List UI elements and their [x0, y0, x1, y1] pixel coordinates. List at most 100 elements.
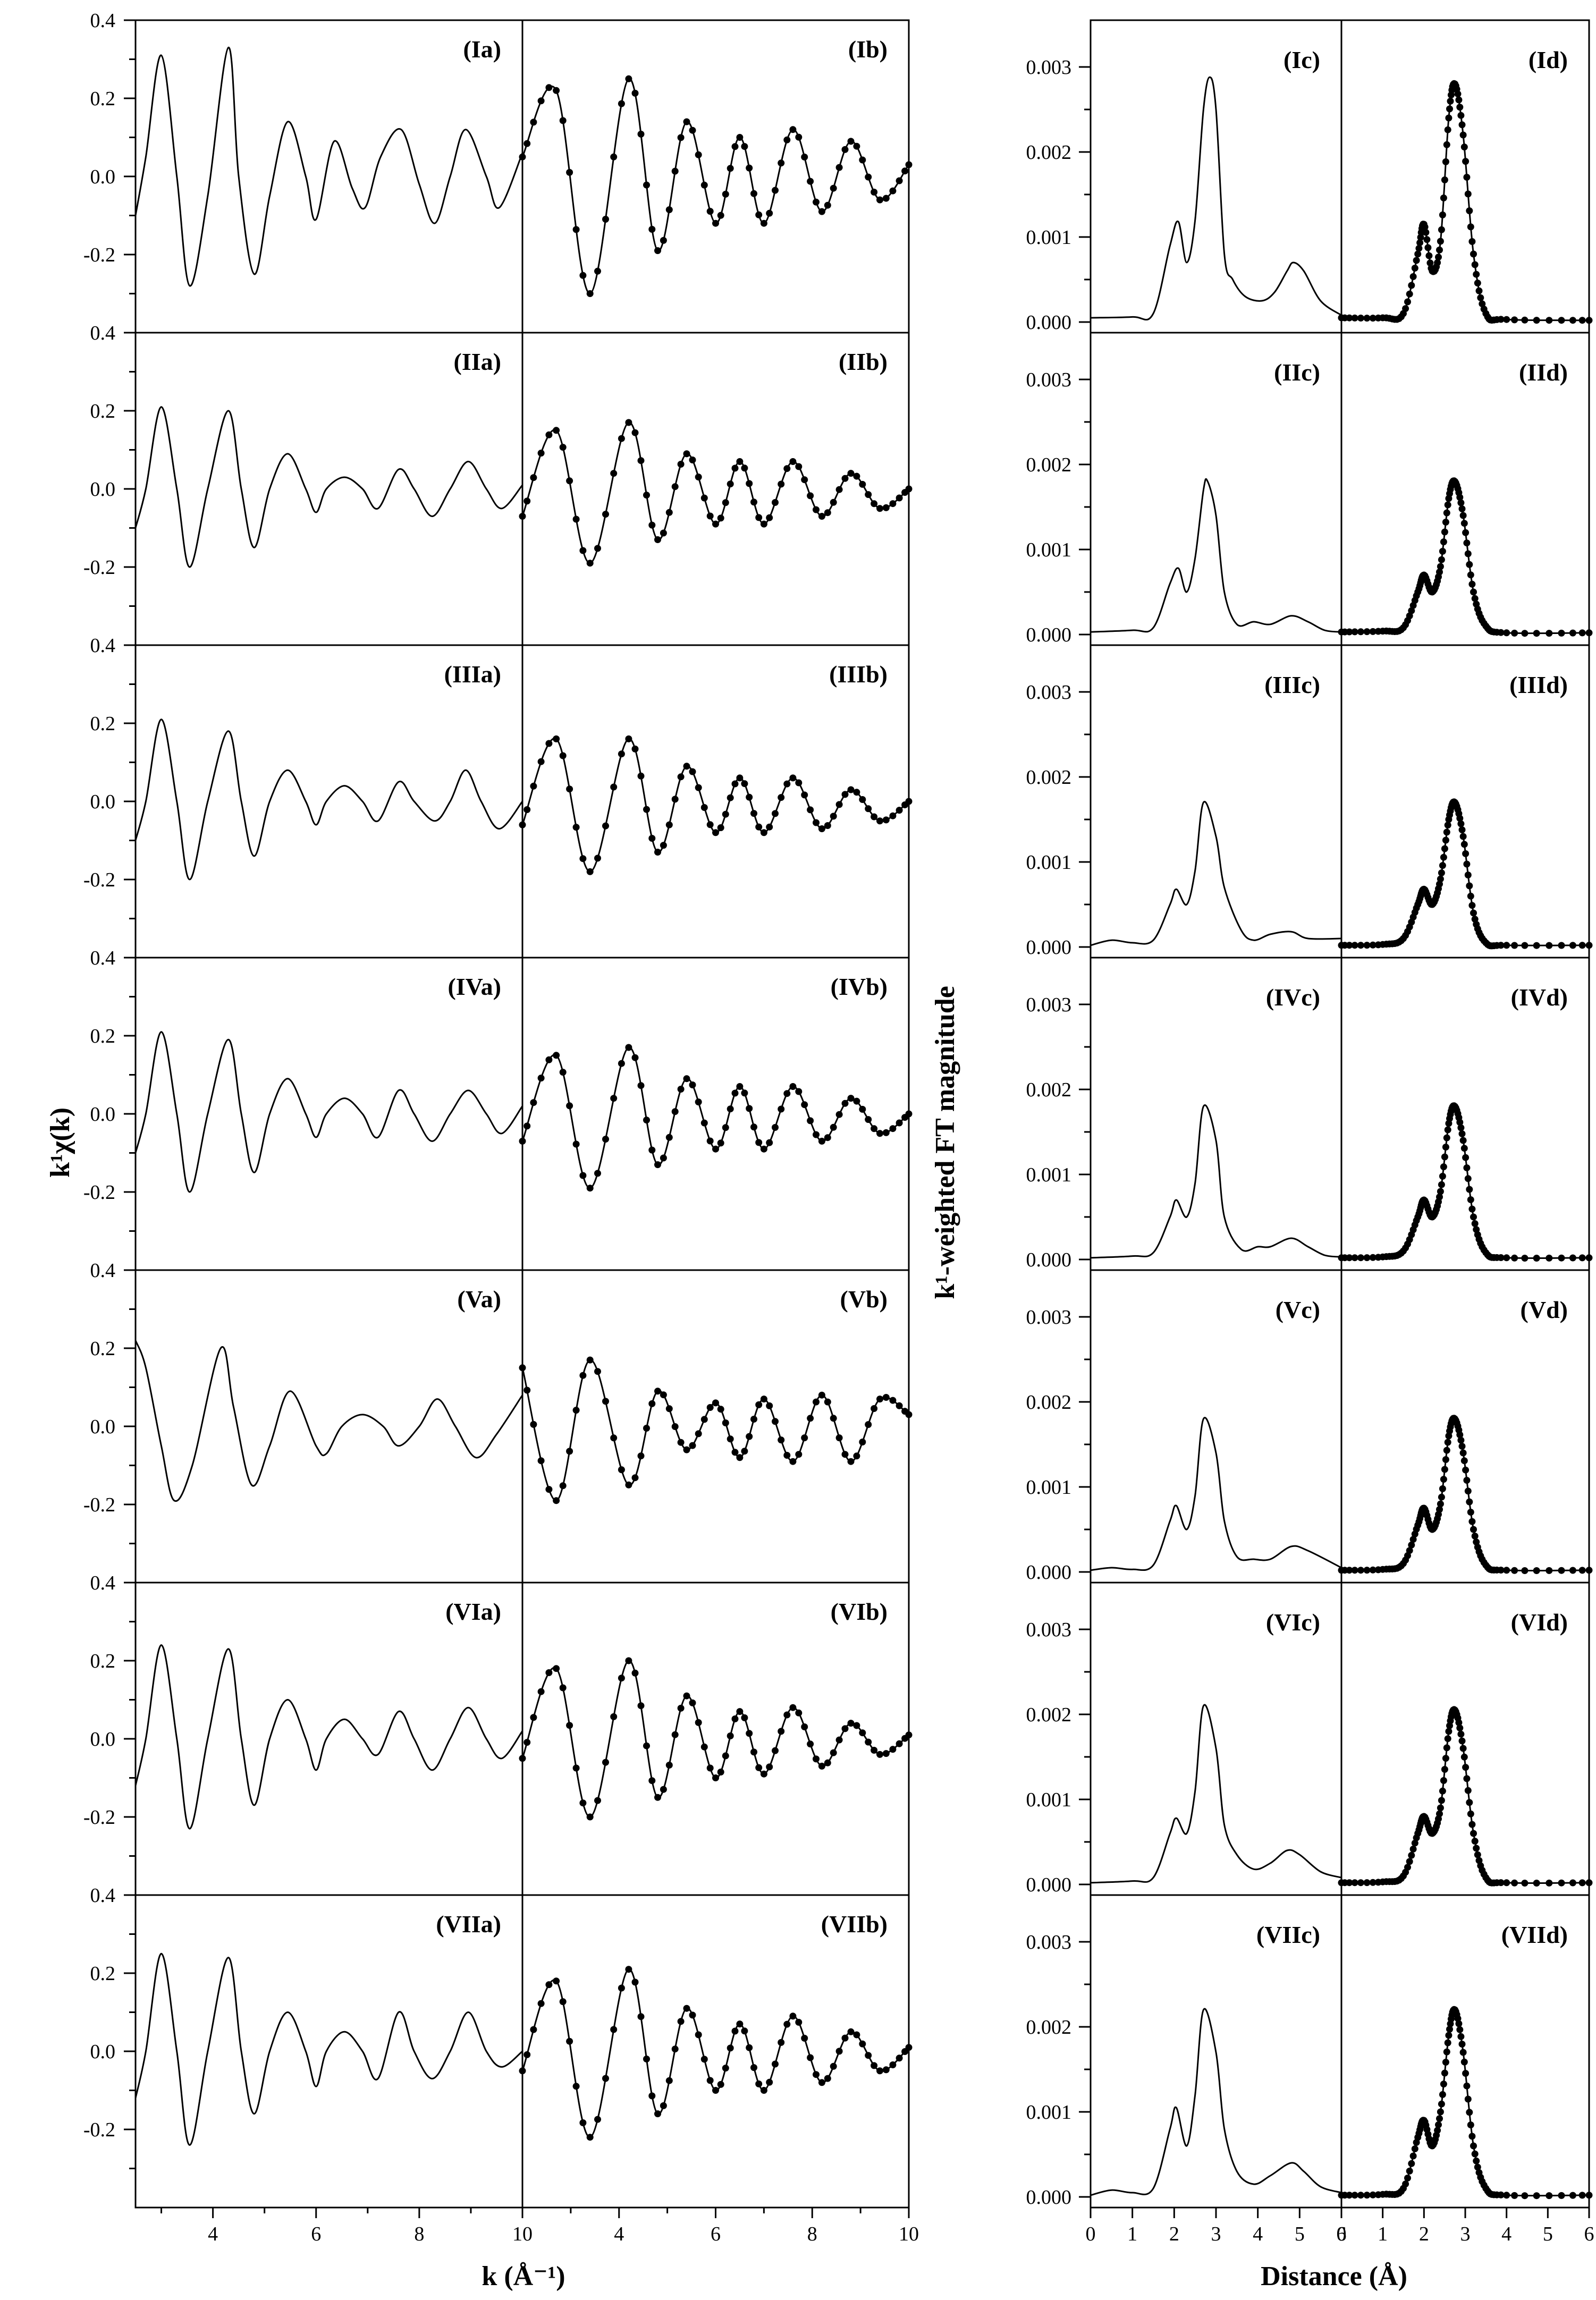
fit-point-chi-b	[896, 494, 903, 502]
fit-point-ft-d	[1533, 1880, 1540, 1887]
panel-label-b: (Ib)	[848, 36, 888, 63]
fit-point-chi-b	[807, 492, 814, 500]
panel-label-b: (VIb)	[831, 1598, 888, 1625]
fit-point-ft-d	[1569, 317, 1576, 324]
fit-point-ft-d	[1357, 1879, 1364, 1887]
fit-point-chi-b	[648, 1400, 656, 1407]
fit-point-chi-b	[530, 1099, 537, 1106]
series-chi-a-line	[134, 46, 523, 287]
fit-point-ft-d	[1464, 2095, 1472, 2103]
fit-point-chi-b	[807, 1740, 814, 1748]
fit-point-ft-d	[1503, 2192, 1510, 2199]
fit-point-chi-b	[637, 772, 645, 780]
series-ft-c-line	[1090, 76, 1342, 321]
fit-point-ft-d	[1466, 882, 1473, 890]
fit-point-chi-b	[660, 529, 667, 537]
fit-point-chi-b	[566, 168, 573, 176]
fit-point-ft-d	[1346, 942, 1353, 949]
fit-point-chi-b	[545, 740, 553, 747]
fit-point-ft-d	[1445, 2032, 1453, 2039]
fit-point-ft-d	[1578, 942, 1586, 949]
fit-point-ft-d	[1464, 1487, 1472, 1495]
fit-point-ft-d	[1443, 1744, 1450, 1752]
series-ft-c-line	[1090, 478, 1342, 633]
fit-point-chi-b	[835, 164, 843, 171]
y-tick-label: -0.2	[83, 1181, 115, 1204]
fit-point-chi-b	[553, 427, 560, 434]
fit-point-chi-b	[746, 164, 753, 172]
fit-point-chi-b	[677, 773, 685, 781]
y-tick-label: 0.4	[90, 1259, 116, 1282]
fit-point-chi-b	[871, 189, 878, 196]
r-tick-label: 6	[1584, 2223, 1594, 2245]
fit-point-ft-d	[1569, 629, 1576, 637]
fit-point-chi-b	[648, 1146, 656, 1154]
fit-point-chi-b	[559, 1684, 567, 1692]
fit-point-chi-b	[766, 209, 773, 217]
fit-point-chi-b	[746, 1433, 753, 1440]
fit-point-chi-b	[602, 1136, 609, 1143]
fit-point-ft-d	[1456, 815, 1464, 822]
fit-point-chi-b	[760, 1396, 767, 1403]
fit-point-chi-b	[545, 1981, 553, 1989]
fit-point-chi-b	[572, 226, 580, 233]
fit-point-chi-b	[750, 1123, 757, 1131]
fit-point-ft-d	[1435, 253, 1442, 261]
fit-point-ft-d	[1444, 1735, 1451, 1743]
fit-point-chi-b	[889, 812, 897, 819]
fit-point-chi-b	[586, 290, 594, 297]
fit-point-ft-d	[1442, 519, 1449, 526]
fit-point-ft-d	[1546, 1567, 1553, 1574]
fit-point-ft-d	[1471, 2150, 1479, 2158]
fit-point-chi-b	[519, 1137, 526, 1145]
fit-point-chi-b	[553, 1497, 560, 1504]
fit-point-chi-b	[741, 1448, 748, 1455]
fit-point-chi-b	[830, 813, 837, 820]
fit-point-chi-b	[700, 1119, 708, 1127]
fit-point-ft-d	[1546, 1879, 1553, 1887]
fit-point-chi-b	[795, 1451, 803, 1458]
fit-point-chi-b	[559, 1998, 567, 2006]
fit-point-ft-d	[1441, 528, 1448, 536]
fit-point-ft-d	[1351, 628, 1358, 636]
fit-point-chi-b	[722, 810, 729, 818]
series-chi-a-line	[134, 718, 523, 881]
fit-point-chi-b	[537, 1075, 545, 1082]
fit-point-ft-d	[1497, 1254, 1505, 1261]
ft-y-tick-label: 0.002	[1026, 766, 1072, 789]
fit-point-chi-b	[755, 1139, 763, 1146]
fit-point-chi-b	[755, 211, 763, 218]
fit-point-chi-b	[882, 1129, 890, 1136]
ft-y-tick-label: 0.000	[1026, 2186, 1072, 2209]
fit-point-ft-d	[1438, 1797, 1445, 1804]
fit-point-chi-b	[530, 474, 537, 481]
fit-point-chi-b	[807, 1415, 814, 1422]
fit-point-chi-b	[801, 476, 808, 484]
fit-point-chi-b	[695, 151, 702, 158]
fit-point-ft-d	[1457, 2033, 1465, 2040]
fit-point-ft-d	[1460, 520, 1468, 527]
fit-point-ft-d	[1463, 1775, 1471, 1782]
y-tick-label: -0.2	[83, 556, 115, 579]
fit-point-chi-b	[859, 2040, 866, 2048]
fit-point-ft-d	[1357, 315, 1364, 322]
fit-point-chi-b	[643, 492, 650, 499]
fit-point-ft-d	[1408, 607, 1415, 614]
fit-point-chi-b	[741, 143, 748, 150]
ft-y-tick-label: 0.001	[1026, 1789, 1072, 1811]
panel-label-c: (IIIc)	[1264, 671, 1320, 698]
fit-point-ft-d	[1578, 2192, 1586, 2199]
fit-point-ft-d	[1467, 223, 1474, 231]
fit-point-ft-d	[1511, 2192, 1518, 2199]
fit-point-chi-b	[871, 2062, 878, 2069]
fit-point-chi-b	[689, 2011, 696, 2019]
fit-point-ft-d	[1436, 568, 1443, 576]
ft-y-tick-label: 0.003	[1026, 1619, 1072, 1641]
k-b-tick-label: 10	[899, 2223, 919, 2245]
fit-point-ft-d	[1408, 282, 1415, 289]
fit-point-chi-b	[731, 143, 739, 150]
fit-point-chi-b	[553, 1052, 560, 1059]
fit-point-chi-b	[736, 1083, 744, 1090]
fit-point-chi-b	[789, 458, 797, 465]
